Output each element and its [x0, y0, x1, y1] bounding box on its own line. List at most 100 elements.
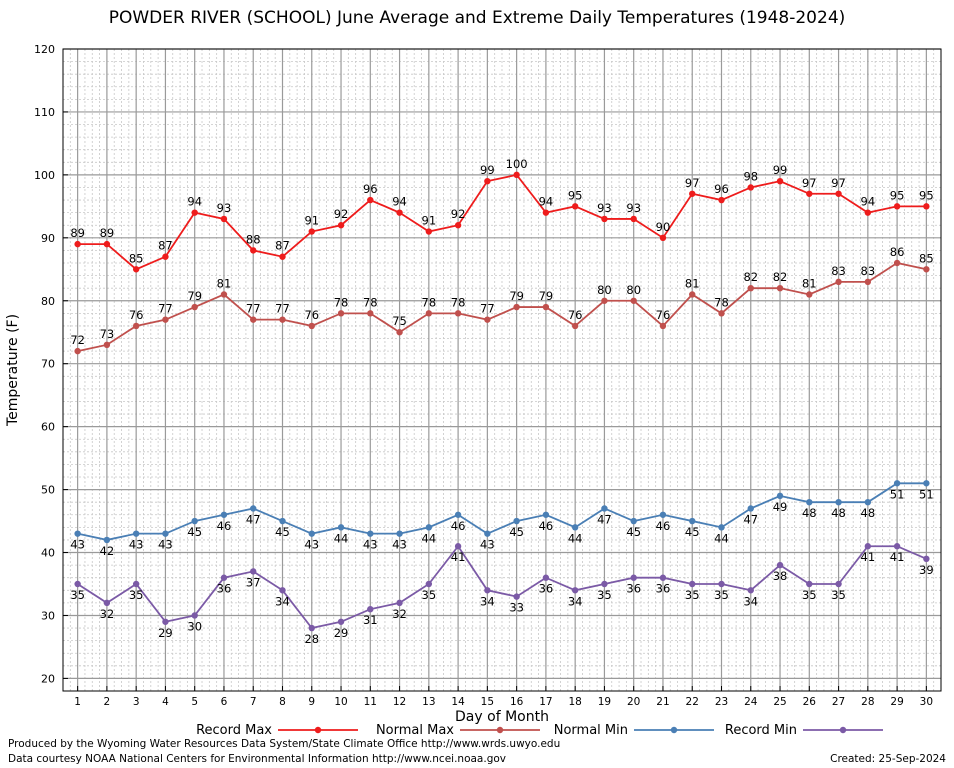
data-point: [747, 587, 754, 594]
data-point: [279, 253, 286, 260]
data-point: [132, 530, 140, 537]
data-point: [513, 593, 520, 600]
data-point: [74, 580, 81, 588]
data-label: 46: [217, 519, 232, 533]
data-point: [893, 543, 901, 550]
data-label: 90: [656, 220, 671, 234]
x-tick-label: 12: [393, 696, 406, 708]
data-label: 85: [129, 251, 144, 265]
data-point: [367, 310, 374, 317]
data-point: [103, 536, 111, 544]
data-label: 76: [129, 308, 144, 322]
data-point: [103, 240, 111, 248]
data-label: 96: [714, 182, 729, 196]
data-point: [747, 284, 754, 292]
data-label: 44: [714, 531, 729, 545]
data-point: [279, 517, 286, 525]
data-label: 93: [217, 201, 232, 215]
data-point: [513, 171, 520, 179]
data-label: 31: [363, 613, 378, 627]
data-label: 35: [802, 588, 817, 602]
data-point: [250, 568, 257, 575]
data-point: [893, 259, 901, 267]
data-label: 99: [773, 163, 788, 177]
x-tick-label: 20: [627, 696, 640, 708]
data-point: [601, 297, 608, 304]
data-point: [337, 524, 345, 531]
data-point: [132, 580, 140, 588]
data-point: [425, 310, 433, 317]
x-tick-label: 26: [803, 696, 817, 708]
data-label: 29: [158, 626, 173, 640]
data-label: 86: [890, 245, 905, 259]
data-label: 94: [539, 195, 554, 209]
data-label: 81: [217, 276, 232, 290]
data-label: 34: [275, 594, 290, 608]
x-tick-label: 9: [308, 696, 315, 708]
data-point: [571, 587, 579, 594]
data-point: [308, 624, 315, 632]
data-label: 45: [275, 525, 290, 539]
data-label: 43: [129, 538, 144, 552]
data-label: 41: [451, 550, 466, 564]
data-point: [806, 498, 813, 506]
data-point: [74, 530, 81, 537]
data-label: 43: [304, 538, 319, 552]
x-tick-label: 4: [162, 696, 169, 708]
x-tick-label: 8: [279, 696, 286, 708]
legend-marker: [839, 726, 847, 734]
data-label: 44: [334, 531, 349, 545]
x-tick-label: 13: [422, 696, 435, 708]
data-point: [864, 498, 872, 506]
data-point: [689, 190, 696, 197]
data-label: 76: [568, 308, 583, 322]
x-tick-label: 21: [656, 696, 669, 708]
data-label: 83: [831, 264, 846, 278]
data-point: [162, 618, 169, 625]
data-label: 88: [246, 232, 261, 246]
data-label: 42: [100, 544, 115, 558]
data-point: [542, 303, 550, 311]
data-point: [396, 329, 403, 336]
legend-marker: [314, 726, 322, 734]
data-label: 78: [422, 295, 437, 309]
data-label: 28: [304, 632, 319, 646]
data-point: [659, 322, 667, 330]
data-point: [308, 322, 315, 330]
data-point: [103, 599, 111, 607]
data-label: 79: [187, 289, 202, 303]
data-point: [864, 209, 872, 216]
data-label: 83: [861, 264, 876, 278]
data-label: 41: [861, 550, 876, 564]
data-label: 97: [685, 176, 700, 190]
data-label: 45: [509, 525, 524, 539]
data-point: [835, 580, 842, 588]
data-label: 76: [304, 308, 319, 322]
data-point: [279, 316, 286, 323]
data-point: [191, 209, 198, 216]
data-point: [337, 618, 345, 625]
data-point: [484, 530, 491, 537]
data-point: [542, 511, 550, 518]
x-tick-label: 23: [715, 696, 728, 708]
data-point: [630, 215, 637, 223]
data-label: 45: [187, 525, 202, 539]
data-point: [893, 203, 901, 210]
data-label: 94: [392, 195, 407, 209]
data-point: [484, 316, 491, 323]
data-point: [806, 291, 813, 298]
y-tick-label: 40: [41, 547, 55, 560]
data-label: 81: [802, 276, 817, 290]
data-label: 36: [539, 582, 554, 596]
data-label: 47: [246, 512, 261, 526]
data-point: [425, 228, 433, 235]
data-point: [454, 543, 462, 550]
data-point: [367, 605, 374, 613]
x-tick-label: 24: [744, 696, 758, 708]
y-tick-label: 80: [41, 295, 55, 308]
data-label: 97: [831, 176, 846, 190]
data-label: 32: [392, 607, 407, 621]
data-point: [806, 580, 813, 588]
data-label: 92: [451, 207, 466, 221]
data-point: [864, 278, 872, 286]
